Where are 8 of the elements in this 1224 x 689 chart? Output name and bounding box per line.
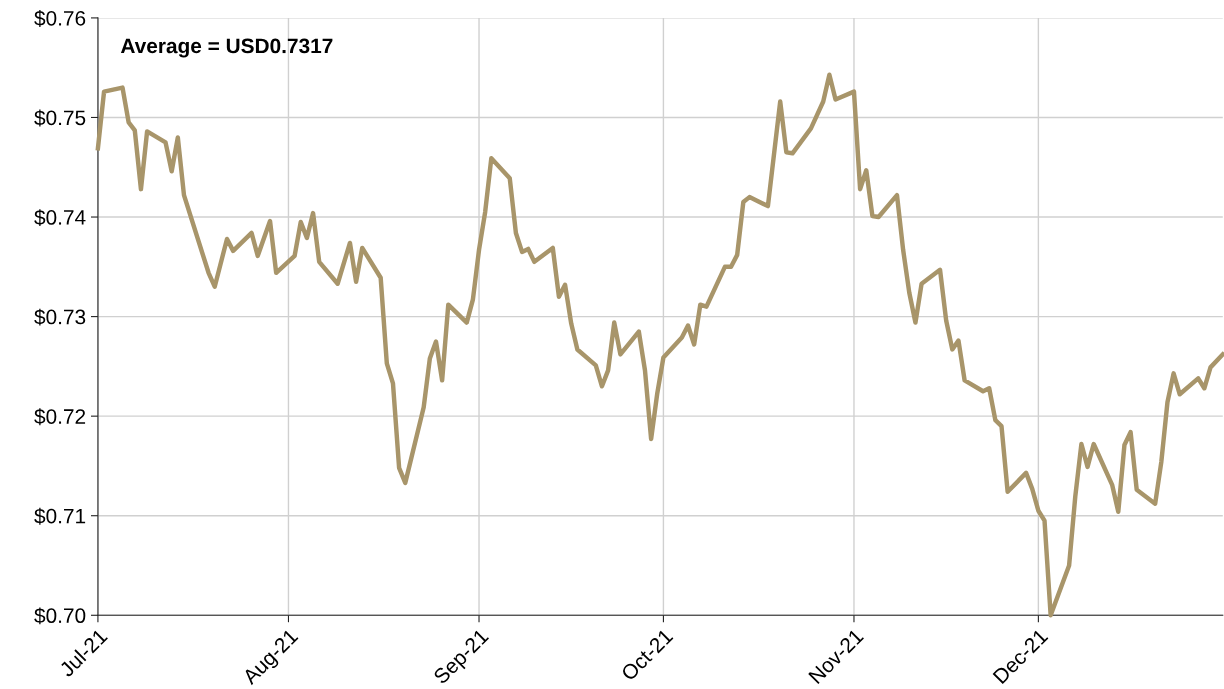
annotation: Average = USD0.7317 <box>120 38 333 58</box>
y-tick-label: $0.73 <box>34 308 86 326</box>
y-tick-label: $0.72 <box>34 408 86 426</box>
y-tick-label: $0.74 <box>34 209 86 227</box>
y-tick-label: $0.71 <box>34 507 86 525</box>
y-tick-label: $0.70 <box>34 607 86 625</box>
y-tick-label: $0.75 <box>34 109 86 127</box>
y-tick-label: $0.76 <box>34 10 86 27</box>
